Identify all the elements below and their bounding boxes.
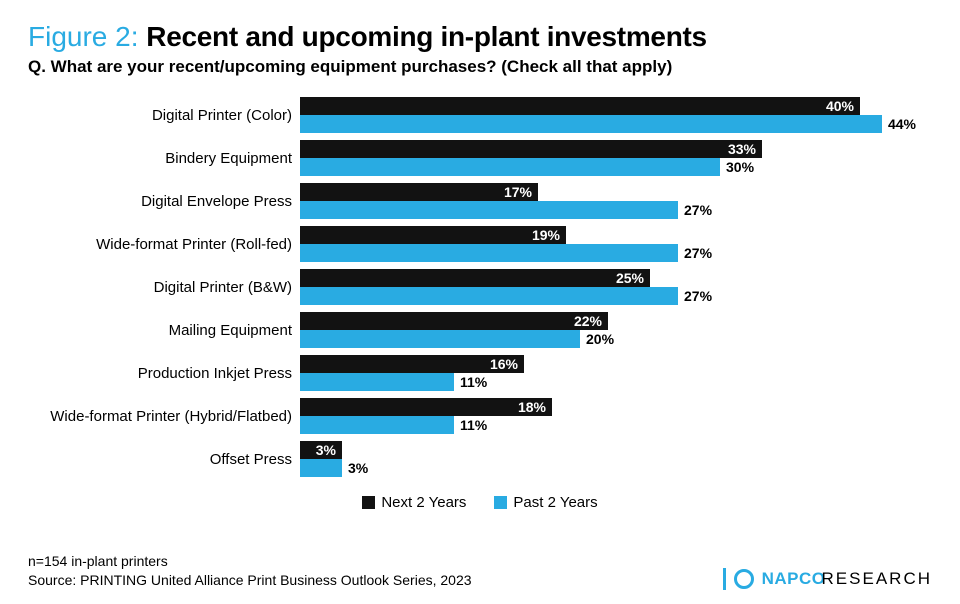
source-text: Source: PRINTING United Alliance Print B… (28, 571, 472, 590)
footer-text: n=154 in-plant printers Source: PRINTING… (28, 552, 472, 590)
bar-next: 33% (300, 140, 762, 158)
logo-circle-icon (734, 569, 754, 589)
legend-label-past: Past 2 Years (513, 494, 597, 511)
category-label: Wide-format Printer (Roll-fed) (28, 224, 300, 265)
bar-value-past: 27% (678, 202, 712, 218)
legend: Next 2 Years Past 2 Years (28, 494, 932, 511)
category-label: Digital Envelope Press (28, 181, 300, 222)
bar-value-past: 27% (678, 288, 712, 304)
bar-value-past: 44% (882, 116, 916, 132)
bar-past: 3% (300, 459, 916, 477)
bar-fill-next (300, 269, 650, 287)
question-text: Q. What are your recent/upcoming equipme… (28, 57, 932, 77)
bar-chart: Digital Printer (Color) 40% 44% Bindery Equ… (28, 95, 932, 480)
bar-group: 18% 11% (300, 396, 932, 437)
bar-fill-past (300, 244, 678, 262)
footer: n=154 in-plant printers Source: PRINTING… (28, 552, 932, 590)
bar-value-next: 33% (722, 141, 762, 157)
sample-size: n=154 in-plant printers (28, 552, 472, 571)
bar-fill-past (300, 416, 454, 434)
bar-past: 27% (300, 287, 916, 305)
bar-next: 16% (300, 355, 524, 373)
bar-next: 19% (300, 226, 566, 244)
chart-row: Digital Envelope Press 17% 27% (28, 181, 932, 222)
bar-fill-past (300, 158, 720, 176)
bar-past: 11% (300, 373, 916, 391)
bar-value-next: 19% (526, 227, 566, 243)
bar-next: 40% (300, 97, 860, 115)
category-label: Digital Printer (Color) (28, 95, 300, 136)
bar-value-next: 16% (484, 356, 524, 372)
bar-value-past: 3% (342, 460, 368, 476)
bar-value-past: 30% (720, 159, 754, 175)
bar-value-past: 20% (580, 331, 614, 347)
legend-label-next: Next 2 Years (381, 494, 466, 511)
chart-row: Wide-format Printer (Hybrid/Flatbed)18%1… (28, 396, 932, 437)
chart-row: Bindery Equipment33%30% (28, 138, 932, 179)
bar-next: 22% (300, 312, 608, 330)
figure-prefix: Figure 2: (28, 21, 139, 52)
bar-fill-past (300, 330, 580, 348)
bar-group: 40% 44% (300, 95, 932, 136)
bar-past: 44% (300, 115, 916, 133)
bar-fill-next (300, 97, 860, 115)
bar-fill-next (300, 312, 608, 330)
logo-pipe-icon (723, 568, 726, 590)
bar-next: 18% (300, 398, 552, 416)
bar-past: 27% (300, 201, 916, 219)
chart-row: Wide-format Printer (Roll-fed) 19% 27% (28, 224, 932, 265)
bar-group: 16%11% (300, 353, 932, 394)
bar-fill-past (300, 459, 342, 477)
chart-row: Production Inkjet Press16%11% (28, 353, 932, 394)
bar-fill-past (300, 115, 882, 133)
bar-group: 17% 27% (300, 181, 932, 222)
legend-item-past: Past 2 Years (494, 494, 597, 511)
chart-row: Digital Printer (Color) 40% 44% (28, 95, 932, 136)
bar-past: 20% (300, 330, 916, 348)
brand-name-1: NAPCO (762, 569, 826, 588)
bar-value-next: 17% (498, 184, 538, 200)
bar-next: 3% (300, 441, 342, 459)
category-label: Bindery Equipment (28, 138, 300, 179)
bar-group: 3%3% (300, 439, 932, 480)
bar-next: 17% (300, 183, 538, 201)
legend-swatch-next (362, 496, 375, 509)
bar-value-past: 11% (454, 417, 487, 433)
chart-row: Mailing Equipment22%20% (28, 310, 932, 351)
figure-frame: Figure 2: Recent and upcoming in-plant i… (0, 0, 960, 604)
bar-fill-past (300, 201, 678, 219)
bar-value-next: 22% (568, 313, 608, 329)
category-label: Digital Printer (B&W) (28, 267, 300, 308)
chart-row: Offset Press3%3% (28, 439, 932, 480)
bar-group: 19% 27% (300, 224, 932, 265)
bar-value-past: 27% (678, 245, 712, 261)
bar-past: 11% (300, 416, 916, 434)
category-label: Mailing Equipment (28, 310, 300, 351)
bar-value-next: 25% (610, 270, 650, 286)
bar-fill-next (300, 140, 762, 158)
category-label: Production Inkjet Press (28, 353, 300, 394)
bar-fill-past (300, 373, 454, 391)
bar-fill-past (300, 287, 678, 305)
chart-row: Digital Printer (B&W) 25% 27% (28, 267, 932, 308)
category-label: Offset Press (28, 439, 300, 480)
bar-group: 33%30% (300, 138, 932, 179)
brand-name-2: RESEARCH (822, 569, 932, 588)
bar-next: 25% (300, 269, 650, 287)
bar-group: 25% 27% (300, 267, 932, 308)
figure-heading: Figure 2: Recent and upcoming in-plant i… (28, 22, 932, 53)
legend-item-next: Next 2 Years (362, 494, 466, 511)
bar-value-next: 40% (820, 98, 860, 114)
brand-logo: NAPCORESEARCH (723, 568, 932, 590)
bar-value-next: 18% (512, 399, 552, 415)
bar-group: 22%20% (300, 310, 932, 351)
bar-past: 27% (300, 244, 916, 262)
bar-value-past: 11% (454, 374, 487, 390)
bar-past: 30% (300, 158, 916, 176)
category-label: Wide-format Printer (Hybrid/Flatbed) (28, 396, 300, 437)
legend-swatch-past (494, 496, 507, 509)
bar-value-next: 3% (310, 442, 342, 458)
figure-title: Recent and upcoming in-plant investments (146, 21, 707, 52)
